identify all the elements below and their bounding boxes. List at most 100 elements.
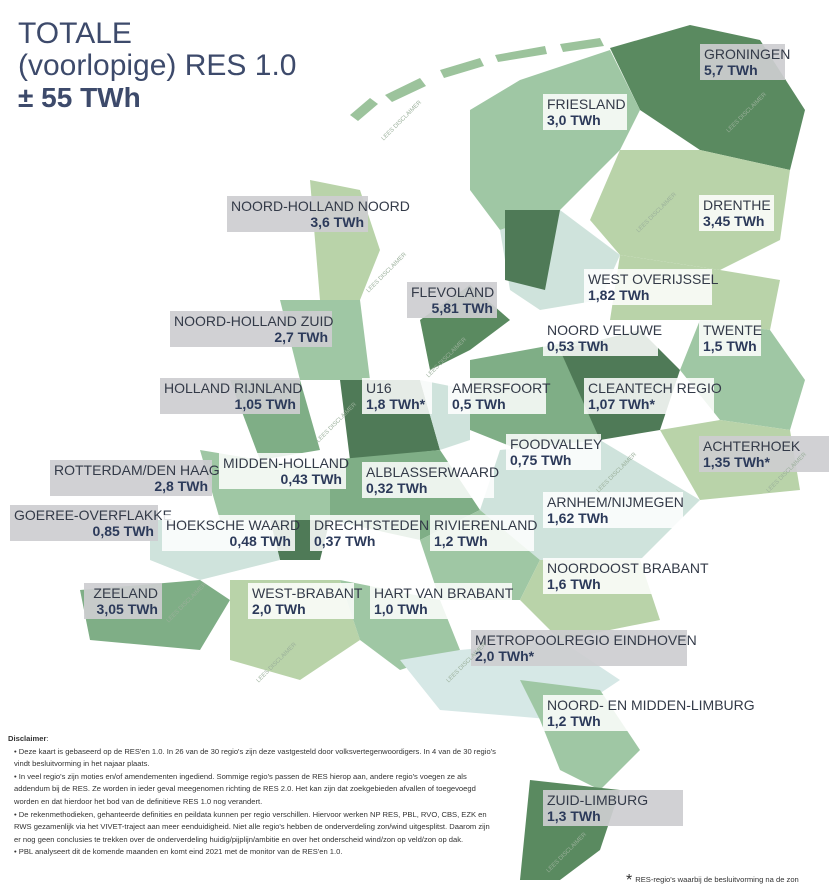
region-value: 1,3 TWh <box>547 808 601 824</box>
region-value: 1,62 TWh <box>547 510 609 526</box>
disclaimer-item: De rekenmethodieken, gehanteerde definit… <box>14 809 498 847</box>
region-value: 1,2 TWh <box>434 533 488 549</box>
region-name: DRENTHE <box>703 197 771 213</box>
region-name: DRECHTSTEDEN <box>314 517 430 533</box>
region-name: NOORD VELUWE <box>547 322 663 338</box>
region-label: U16 1,8 TWh* <box>362 378 432 414</box>
region-label: FLEVOLAND 5,81 TWh <box>407 282 497 318</box>
region-name: GRONINGEN <box>704 46 791 62</box>
total: ± 55 TWh <box>18 82 141 113</box>
region-value: 3,45 TWh <box>703 213 765 229</box>
region-value: 1,82 TWh <box>588 287 650 303</box>
region-name: ACHTERHOEK <box>703 438 801 454</box>
region-value: 1,0 TWh <box>374 601 428 617</box>
region-name: RIVIERENLAND <box>434 517 538 533</box>
title-line: TOTALE <box>18 17 132 50</box>
region-label: AMERSFOORT 0,5 TWh <box>448 378 551 414</box>
region-label: FRIESLAND 3,0 TWh <box>543 94 627 130</box>
region-value: 2,8 TWh <box>154 478 208 494</box>
region-label: ACHTERHOEK 1,35 TWh* <box>699 436 829 472</box>
disclaimer-list: Deze kaart is gebaseerd op de RES'en 1.0… <box>8 746 498 859</box>
region-name: METROPOOLREGIO EINDHOVEN <box>475 632 697 648</box>
region-value: 0,32 TWh <box>366 480 428 496</box>
islands <box>350 38 604 121</box>
region-value: 1,5 TWh <box>703 338 757 354</box>
region-value: 2,0 TWh* <box>475 648 535 664</box>
region-label: FOODVALLEY 0,75 TWh <box>506 434 603 470</box>
disclaimer-item: PBL analyseert dit de komende maanden en… <box>14 846 498 859</box>
footnote: * RES-regio's waarbij de besluitvorming n… <box>626 872 799 888</box>
region-value: 1,6 TWh <box>547 576 601 592</box>
region-value: 1,8 TWh* <box>366 396 426 412</box>
region-name: U16 <box>366 380 392 396</box>
region-value: 1,07 TWh* <box>588 396 655 412</box>
region-label: CLEANTECH REGIO 1,07 TWh* <box>584 378 722 414</box>
region-name: NOORDOOST BRABANT <box>547 560 709 576</box>
region-value: 0,43 TWh <box>280 471 342 487</box>
region-value: 1,05 TWh <box>234 396 296 412</box>
region-value: 0,5 TWh <box>452 396 506 412</box>
region-label: ZEELAND 3,05 TWh <box>84 583 162 619</box>
region-name: ZUID-LIMBURG <box>547 792 649 808</box>
region-label: TWENTE 1,5 TWh <box>699 320 763 356</box>
region-name: HOEKSCHE WAARD <box>166 517 301 533</box>
region-label: ZUID-LIMBURG 1,3 TWh <box>543 790 683 826</box>
region-label: WEST-BRABANT 2,0 TWh <box>248 583 362 619</box>
region-label: ALBLASSERWAARD 0,32 TWh <box>362 462 500 498</box>
region-label: RIVIERENLAND 1,2 TWh <box>430 515 538 551</box>
region-name: HOLLAND RIJNLAND <box>164 380 303 396</box>
disclaimer: Disclaimer: Deze kaart is gebaseerd op d… <box>8 733 498 859</box>
region-value: 5,7 TWh <box>704 62 758 78</box>
region-value: 0,37 TWh <box>314 533 376 549</box>
region-label: NOORD VELUWE 0,53 TWh <box>543 320 663 356</box>
region-name: NOORD-HOLLAND NOORD <box>231 198 410 214</box>
region-name: FLEVOLAND <box>411 284 495 300</box>
region-name: NOORD- EN MIDDEN-LIMBURG <box>547 697 755 713</box>
region-label: DRECHTSTEDEN 0,37 TWh <box>310 515 430 551</box>
region-name: ARNHEM/NIJMEGEN <box>547 494 684 510</box>
region-label: ROTTERDAM/DEN HAAG 2,8 TWh <box>50 460 220 496</box>
region-name: ZEELAND <box>93 585 158 601</box>
region-name: TWENTE <box>703 322 763 338</box>
region-label: ARNHEM/NIJMEGEN 1,62 TWh <box>543 492 684 528</box>
region-value: 2,7 TWh <box>274 329 328 345</box>
region-label: NOORD- EN MIDDEN-LIMBURG 1,2 TWh <box>543 695 755 731</box>
region-name: MIDDEN-HOLLAND <box>223 455 350 471</box>
region-name: FRIESLAND <box>547 96 626 112</box>
region-name: FOODVALLEY <box>510 436 603 452</box>
region-value: 0,75 TWh <box>510 452 572 468</box>
region-name: GOEREE-OVERFLAKKE <box>14 507 172 523</box>
region-label: GOEREE-OVERFLAKKE 0,85 TWh <box>10 505 172 541</box>
region-name: WEST OVERIJSSEL <box>588 271 719 287</box>
region-label: MIDDEN-HOLLAND 0,43 TWh <box>219 453 350 489</box>
region-name: CLEANTECH REGIO <box>588 380 722 396</box>
region-value: 1,35 TWh* <box>703 454 770 470</box>
region-value: 0,85 TWh <box>92 523 154 539</box>
disclaimer-heading: Disclaimer <box>8 734 47 743</box>
region-value: 1,2 TWh <box>547 713 601 729</box>
region-value: 3,05 TWh <box>96 601 158 617</box>
region-label: NOORDOOST BRABANT 1,6 TWh <box>543 558 709 594</box>
region-label: GRONINGEN 5,7 TWh <box>700 44 791 80</box>
footnote-text: RES-regio's waarbij de besluitvorming na… <box>635 875 799 884</box>
footnote-mark: * <box>626 872 633 888</box>
region-name: ALBLASSERWAARD <box>366 464 500 480</box>
region-value: 3,6 TWh <box>310 214 364 230</box>
region-label: WEST OVERIJSSEL 1,82 TWh <box>584 269 719 305</box>
disclaimer-item: Deze kaart is gebaseerd op de RES'en 1.0… <box>14 746 498 771</box>
region-value: 0,48 TWh <box>229 533 291 549</box>
title-line: (voorlopige) RES 1.0 <box>18 49 297 82</box>
region-label: DRENTHE 3,45 TWh <box>699 195 774 231</box>
region-name: ROTTERDAM/DEN HAAG <box>54 462 220 478</box>
region-value: 2,0 TWh <box>252 601 306 617</box>
region-name: HART VAN BRABANT <box>374 585 514 601</box>
region-label: NOORD-HOLLAND ZUID 2,7 TWh <box>170 311 334 347</box>
region-label: METROPOOLREGIO EINDHOVEN 2,0 TWh* <box>471 630 697 666</box>
region-label: HOLLAND RIJNLAND 1,05 TWh <box>160 378 303 414</box>
region-name: NOORD-HOLLAND ZUID <box>174 313 334 329</box>
region-label: NOORD-HOLLAND NOORD 3,6 TWh <box>227 196 410 232</box>
region-label: HOEKSCHE WAARD 0,48 TWh <box>162 515 301 551</box>
region-value: 0,53 TWh <box>547 338 609 354</box>
region-value: 3,0 TWh <box>547 112 601 128</box>
